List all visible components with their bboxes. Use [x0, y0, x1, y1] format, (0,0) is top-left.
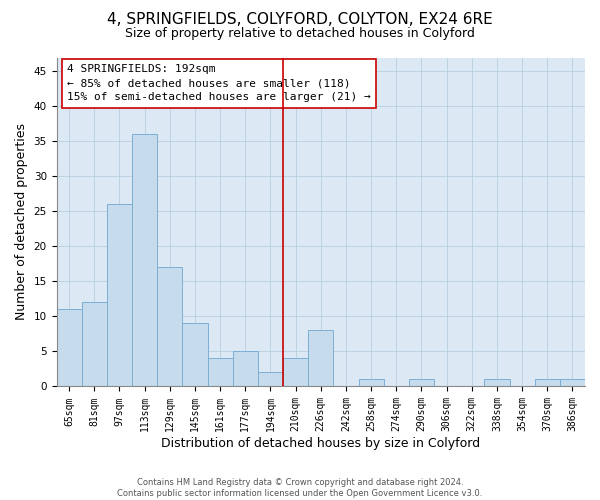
- Bar: [208, 358, 233, 386]
- Bar: [132, 134, 157, 386]
- Bar: [359, 380, 383, 386]
- Bar: [308, 330, 334, 386]
- Bar: [283, 358, 308, 386]
- Bar: [157, 268, 182, 386]
- Text: Contains HM Land Registry data © Crown copyright and database right 2024.
Contai: Contains HM Land Registry data © Crown c…: [118, 478, 482, 498]
- Y-axis label: Number of detached properties: Number of detached properties: [15, 124, 28, 320]
- Bar: [535, 380, 560, 386]
- Bar: [258, 372, 283, 386]
- Bar: [82, 302, 107, 386]
- Bar: [560, 380, 585, 386]
- Bar: [409, 380, 434, 386]
- Bar: [56, 310, 82, 386]
- Bar: [182, 324, 208, 386]
- Bar: [233, 352, 258, 386]
- Bar: [484, 380, 509, 386]
- Text: Size of property relative to detached houses in Colyford: Size of property relative to detached ho…: [125, 28, 475, 40]
- Text: 4 SPRINGFIELDS: 192sqm
← 85% of detached houses are smaller (118)
15% of semi-de: 4 SPRINGFIELDS: 192sqm ← 85% of detached…: [67, 64, 371, 102]
- Bar: [107, 204, 132, 386]
- X-axis label: Distribution of detached houses by size in Colyford: Distribution of detached houses by size …: [161, 437, 481, 450]
- Text: 4, SPRINGFIELDS, COLYFORD, COLYTON, EX24 6RE: 4, SPRINGFIELDS, COLYFORD, COLYTON, EX24…: [107, 12, 493, 28]
